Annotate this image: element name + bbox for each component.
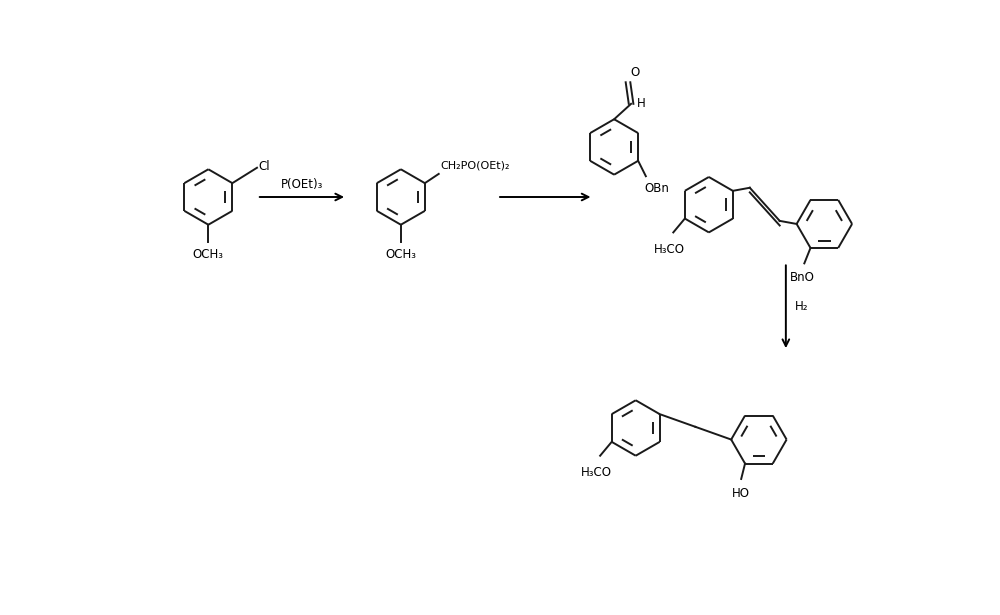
Text: OCH₃: OCH₃ <box>193 248 224 261</box>
Text: OBn: OBn <box>644 183 669 196</box>
Text: H₃CO: H₃CO <box>654 243 685 256</box>
Text: H₃CO: H₃CO <box>581 467 612 480</box>
Text: HO: HO <box>732 486 750 499</box>
Text: H: H <box>637 97 646 110</box>
Text: CH₂PO(OEt)₂: CH₂PO(OEt)₂ <box>440 161 510 171</box>
Text: Cl: Cl <box>259 161 270 173</box>
Text: O: O <box>630 66 640 79</box>
Text: OCH₃: OCH₃ <box>385 248 416 261</box>
Text: BnO: BnO <box>790 271 815 284</box>
Text: P(OEt)₃: P(OEt)₃ <box>281 178 323 191</box>
Text: H₂: H₂ <box>795 300 809 313</box>
